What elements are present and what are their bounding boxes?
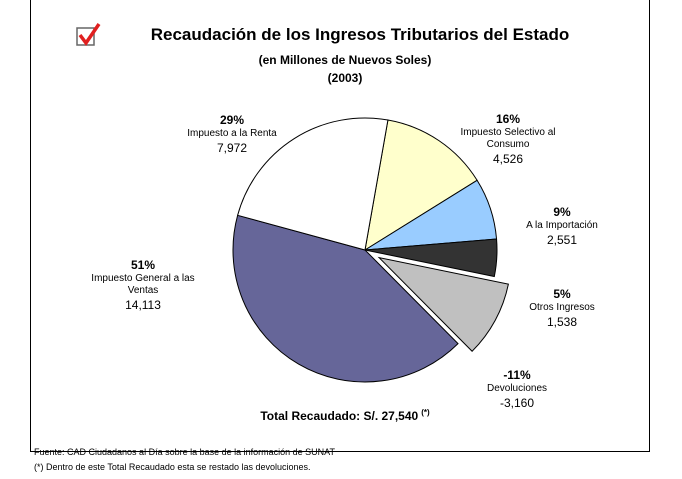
- value-label: 4,526: [492, 152, 524, 166]
- total-label: Total Recaudado: S/. 27,540 (*): [260, 408, 430, 423]
- pie-slice: [364, 238, 498, 278]
- value-label: 7,972: [216, 141, 248, 155]
- percent-label: 29%: [219, 113, 245, 127]
- category-label: Impuesto General a las Ventas: [91, 273, 195, 296]
- slice-label: 5% Otros Ingresos 1,538: [517, 287, 607, 330]
- slice-label: 16% Impuesto Selectivo al Consumo 4,526: [453, 112, 563, 167]
- slice-label: 9% A la Importación 2,551: [517, 205, 607, 248]
- slice-label: 51% Impuesto General a las Ventas 14,113: [83, 258, 203, 313]
- value-label: 14,113: [125, 298, 161, 312]
- pie-slice: [237, 117, 389, 251]
- category-label: Impuesto Selectivo al Consumo: [460, 127, 556, 150]
- chart-subtitle: (en Millones de Nuevos Soles): [259, 53, 432, 67]
- category-label: Devoluciones: [486, 383, 548, 394]
- category-label: Impuesto a la Renta: [187, 128, 277, 139]
- value-label: 1,538: [546, 315, 578, 329]
- total-note-marker: (*): [421, 408, 430, 417]
- percent-label: 16%: [495, 112, 521, 126]
- pie-slice: [232, 214, 459, 383]
- value-label: 2,551: [546, 233, 578, 247]
- pie-slice: [364, 119, 478, 252]
- total-text: Total Recaudado: S/. 27,540: [260, 409, 418, 423]
- chart-frame: [30, 0, 650, 452]
- footnote: (*) Dentro de este Total Recaudado esta …: [34, 462, 311, 472]
- percent-label: 51%: [130, 258, 156, 272]
- check-icon: [76, 23, 101, 47]
- slice-label: -11% Devoluciones -3,160: [472, 368, 562, 411]
- category-label: A la Importación: [526, 220, 598, 231]
- chart-title: Recaudación de los Ingresos Tributarios …: [151, 25, 570, 44]
- pie-slice: [377, 256, 509, 352]
- category-label: Otros Ingresos: [529, 302, 595, 313]
- percent-label: 9%: [553, 205, 571, 219]
- footnote: Fuente: CAD Ciudadanos al Día sobre la b…: [34, 447, 335, 457]
- percent-label: -11%: [503, 368, 531, 382]
- slice-label: 29% Impuesto a la Renta 7,972: [172, 113, 292, 156]
- percent-label: 5%: [553, 287, 571, 301]
- value-label: -3,160: [499, 396, 535, 410]
- chart-period: (2003): [328, 71, 363, 85]
